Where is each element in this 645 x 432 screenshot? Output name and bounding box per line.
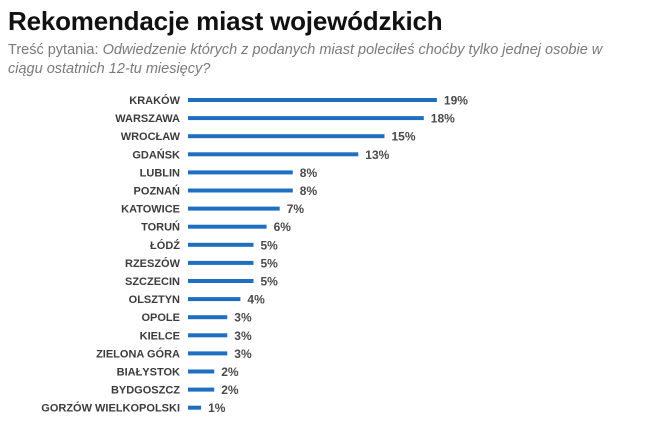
- category-label: ŁÓDŹ: [150, 239, 180, 252]
- value-label: 5%: [261, 256, 279, 270]
- question-subtitle: Treść pytania: Odwiedzenie których z pod…: [8, 41, 628, 79]
- category-label: BYDGOSZCZ: [111, 385, 180, 397]
- bar: [188, 315, 228, 320]
- category-label: KATOWICE: [121, 204, 180, 216]
- value-label: 8%: [300, 166, 318, 180]
- bar: [188, 170, 293, 175]
- category-label: OPOLE: [141, 312, 180, 324]
- bar: [188, 224, 267, 229]
- category-label: GDAŃSK: [132, 148, 180, 161]
- question-text: Odwiedzenie których z podanych miast pol…: [8, 42, 603, 77]
- value-label: 19%: [444, 94, 468, 108]
- category-label: SZCZECIN: [125, 276, 180, 288]
- value-label: 13%: [365, 148, 389, 162]
- category-label: TORUŃ: [141, 221, 180, 234]
- category-label: GORZÓW WIELKOPOLSKI: [41, 402, 180, 415]
- category-label: KIELCE: [140, 330, 180, 342]
- chart-title: Rekomendacje miast wojewódzkich: [8, 6, 443, 36]
- bars-group: KRAKÓW 19% WARSZAWA 18% WROCŁAW 15% GDAŃSK 13% L…: [41, 94, 468, 416]
- value-label: 2%: [221, 365, 239, 379]
- bar: [188, 297, 241, 302]
- question-prefix: Treść pytania:: [8, 42, 103, 58]
- bar: [188, 242, 254, 247]
- value-label: 7%: [287, 202, 305, 216]
- bar: [188, 369, 215, 374]
- value-label: 3%: [234, 329, 252, 343]
- bar: [188, 333, 228, 338]
- category-label: WROCŁAW: [121, 131, 181, 143]
- value-label: 18%: [431, 112, 455, 126]
- bar: [188, 405, 202, 410]
- category-label: ZIELONA GÓRA: [96, 347, 180, 360]
- bar: [188, 98, 437, 102]
- value-label: 1%: [208, 401, 226, 415]
- category-label: WARSZAWA: [115, 113, 180, 125]
- value-label: 2%: [221, 383, 239, 397]
- bar: [188, 351, 228, 356]
- bar: [188, 116, 424, 121]
- value-label: 4%: [247, 293, 265, 307]
- value-label: 5%: [261, 238, 279, 252]
- value-label: 15%: [392, 130, 416, 144]
- category-label: BIAŁYSTOK: [117, 367, 180, 379]
- value-label: 3%: [234, 347, 252, 361]
- value-label: 8%: [300, 184, 318, 198]
- value-label: 5%: [261, 275, 279, 289]
- bar: [188, 260, 254, 265]
- category-label: LUBLIN: [140, 167, 180, 179]
- bar: [188, 279, 254, 283]
- bar: [188, 152, 359, 157]
- bar: [188, 387, 215, 392]
- category-label: KRAKÓW: [129, 94, 180, 107]
- bar: [188, 206, 280, 211]
- value-label: 3%: [234, 311, 252, 325]
- category-label: POZNAŃ: [134, 185, 181, 198]
- bar: [188, 134, 385, 139]
- category-label: RZESZÓW: [125, 257, 181, 270]
- category-label: OLSZTYN: [129, 294, 180, 306]
- value-label: 6%: [274, 220, 292, 234]
- bar: [188, 188, 293, 193]
